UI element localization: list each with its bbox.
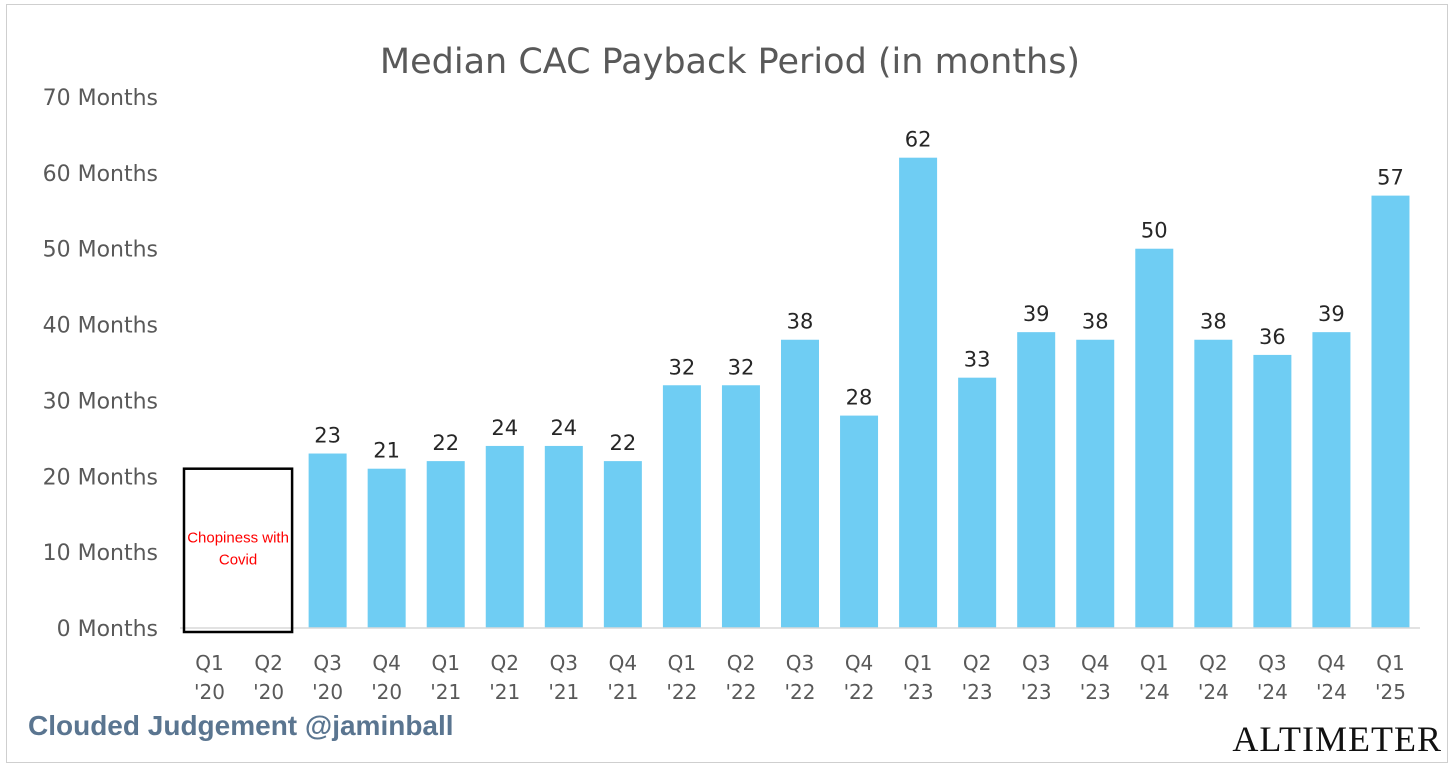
data-label: 38 (787, 310, 814, 334)
x-tick-label: Q3'20 (312, 651, 343, 704)
annotation-text: Chopiness with (187, 529, 289, 546)
bar (899, 157, 938, 628)
bar (1371, 195, 1410, 628)
x-tick-label: Q2'21 (489, 651, 520, 704)
x-tick-label: Q1'20 (194, 651, 225, 704)
data-label: 50 (1141, 219, 1168, 243)
chart-title: Median CAC Payback Period (in months) (380, 42, 1080, 82)
x-tick-label: Q1'25 (1375, 651, 1406, 704)
x-tick-label: Q2'22 (725, 651, 756, 704)
data-label: 38 (1200, 310, 1227, 334)
bar (958, 377, 997, 628)
brand-logo: ALTIMETER (1232, 719, 1442, 759)
data-label: 62 (905, 128, 932, 152)
x-tick-label: Q3'22 (785, 651, 816, 704)
data-label: 24 (491, 416, 518, 440)
x-tick-label: Q3'23 (1021, 651, 1052, 704)
bar (603, 461, 642, 628)
y-tick-label: 70 Months (43, 86, 158, 111)
data-label: 22 (609, 431, 636, 455)
x-tick-label: Q2'20 (253, 651, 284, 704)
data-label: 33 (964, 348, 991, 372)
chart-frame (6, 4, 1448, 763)
bars (308, 157, 1410, 628)
bar (840, 415, 879, 628)
bar (662, 385, 701, 628)
bar (1076, 339, 1115, 628)
x-tick-label: Q4'22 (844, 651, 875, 704)
x-tick-label: Q1'23 (903, 651, 934, 704)
bar (1312, 332, 1351, 628)
x-tick-label: Q1'22 (666, 651, 697, 704)
data-label: 23 (314, 424, 341, 448)
x-axis: Q1'20 Q2'20 Q3'20 Q4'20 Q1'21 Q2'21 Q3'21 Q4'21… (194, 651, 1406, 704)
data-labels: 23 21 22 24 24 22 32 32 38 28 62 33 39 38 50 38 36 39 57 (314, 128, 1404, 463)
y-tick-label: 20 Months (43, 465, 158, 490)
x-tick-label: Q3'21 (548, 651, 579, 704)
data-label: 32 (728, 355, 755, 379)
y-tick-label: 10 Months (43, 541, 158, 566)
x-tick-label: Q4'23 (1080, 651, 1111, 704)
data-label: 36 (1259, 325, 1286, 349)
data-label: 21 (373, 439, 400, 463)
data-label: 39 (1318, 302, 1345, 326)
data-label: 32 (669, 355, 696, 379)
data-label: 28 (846, 386, 873, 410)
y-tick-label: 40 Months (43, 314, 158, 339)
covid-annotation: Chopiness with Covid (182, 467, 294, 634)
x-tick-label: Q4'20 (371, 651, 402, 704)
bar (721, 385, 760, 628)
bar (781, 339, 819, 628)
y-tick-label: 30 Months (43, 389, 158, 414)
x-tick-label: Q3'24 (1257, 651, 1288, 704)
credit-text: Clouded Judgement @jaminball (28, 710, 454, 741)
bar (544, 445, 583, 628)
x-tick-label: Q2'23 (962, 651, 993, 704)
data-label: 38 (1082, 310, 1109, 334)
data-label: 22 (432, 431, 459, 455)
x-tick-label: Q4'24 (1316, 651, 1347, 704)
bar (367, 468, 406, 628)
y-tick-label: 60 Months (43, 162, 158, 187)
bar (426, 461, 465, 628)
data-label: 24 (550, 416, 577, 440)
annotation-text: Covid (219, 551, 257, 568)
data-label: 57 (1377, 166, 1404, 190)
bar (1135, 248, 1174, 628)
y-axis: 0 Months 10 Months 20 Months 30 Months 40 Mo… (43, 86, 158, 642)
x-tick-label: Q1'21 (430, 651, 461, 704)
y-tick-label: 0 Months (57, 617, 158, 642)
x-tick-label: Q4'21 (607, 651, 638, 704)
bar (308, 453, 347, 628)
x-tick-label: Q2'24 (1198, 651, 1229, 704)
bar (1253, 354, 1292, 628)
bar (1017, 332, 1056, 628)
y-tick-label: 50 Months (43, 238, 158, 263)
bar (485, 445, 524, 628)
data-label: 39 (1023, 302, 1050, 326)
annotation-box (182, 467, 294, 634)
x-tick-label: Q1'24 (1139, 651, 1170, 704)
bar (1194, 339, 1233, 628)
